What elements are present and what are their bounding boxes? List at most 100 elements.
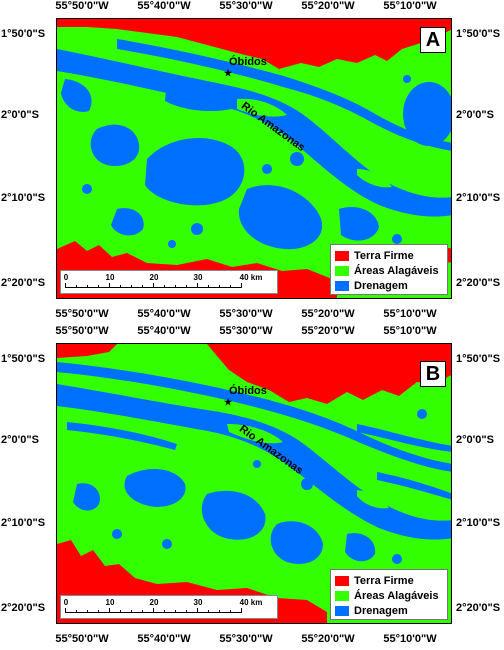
scale-tick (65, 608, 66, 613)
lon-label-top-5: 55°10'0"W (383, 325, 437, 337)
scale-label-0: 0 (63, 273, 69, 282)
legend-label: Áreas Alagáveis (354, 589, 439, 602)
lat-label-left-1: 1°50'0"S (1, 28, 46, 40)
scale-tick (131, 610, 132, 613)
scale-tick (76, 610, 77, 613)
legend-swatch (335, 250, 349, 261)
lat-label-left-2: 2°0'0"S (1, 109, 39, 121)
lon-label-bottom-1: 55°50'0"W (55, 308, 109, 320)
scale-tick (120, 285, 121, 288)
legend: Terra Firme Áreas Alagáveis Drenagem (330, 569, 448, 620)
scale-tick (120, 610, 121, 613)
map-panel-a: 55°50'0"W 55°40'0"W 55°30'0"W 55°20'0"W … (1, 0, 501, 320)
scale-tick (164, 285, 165, 288)
scale-tick (142, 610, 143, 613)
scale-tick (164, 610, 165, 613)
lon-label-top-4: 55°20'0"W (301, 0, 355, 12)
lon-label-top-1: 55°50'0"W (55, 0, 109, 12)
scale-tick (87, 610, 88, 613)
city-marker-icon: ★ (224, 397, 233, 407)
lat-label-left-2: 2°0'0"S (1, 434, 39, 446)
lat-label-left-3: 2°10'0"S (1, 517, 46, 529)
scale-tick (109, 283, 110, 288)
legend-item-areas-alagaveis: Áreas Alagáveis (335, 588, 443, 603)
legend-label: Drenagem (354, 604, 408, 617)
lon-label-bottom-1: 55°50'0"W (55, 633, 109, 645)
lon-label-bottom-4: 55°20'0"W (301, 633, 355, 645)
scale-label-20: 20 (149, 598, 159, 607)
lon-label-bottom-2: 55°40'0"W (137, 633, 191, 645)
legend-item-drenagem: Drenagem (335, 603, 443, 618)
scale-tick (241, 608, 242, 613)
map-panel-b: 55°50'0"W 55°40'0"W 55°30'0"W 55°20'0"W … (0, 325, 504, 650)
scale-tick (186, 610, 187, 613)
scale-label-10: 10 (105, 598, 115, 607)
scale-tick (175, 285, 176, 288)
scale-tick (142, 285, 143, 288)
scale-tick (98, 285, 99, 288)
scale-label-40: 40 km (239, 273, 263, 282)
scale-tick (87, 285, 88, 288)
lat-label-right-1: 1°50'0"S (456, 353, 501, 365)
legend-label: Terra Firme (354, 249, 414, 262)
scale-bar: 0 10 20 30 40 km (60, 595, 278, 619)
city-label-obidos: Óbidos (229, 56, 267, 68)
scale-tick (230, 285, 231, 288)
scale-tick (131, 285, 132, 288)
scale-label-30: 30 (193, 273, 203, 282)
legend-item-terra-firme: Terra Firme (335, 248, 443, 263)
scale-tick (208, 285, 209, 288)
legend-label: Drenagem (354, 279, 408, 292)
lat-label-right-2: 2°0'0"S (456, 434, 494, 446)
lat-label-left-4: 2°20'0"S (1, 602, 46, 614)
legend-swatch (335, 590, 349, 601)
lon-label-bottom-2: 55°40'0"W (137, 308, 191, 320)
lon-label-bottom-5: 55°10'0"W (383, 308, 437, 320)
lon-label-top-3: 55°30'0"W (219, 325, 273, 337)
lon-label-top-2: 55°40'0"W (137, 325, 191, 337)
scale-tick (219, 285, 220, 288)
lat-label-right-3: 2°10'0"S (456, 192, 501, 204)
scale-tick (153, 283, 154, 288)
lat-label-right-2: 2°0'0"S (456, 109, 494, 121)
legend-label: Áreas Alagáveis (354, 264, 439, 277)
legend-swatch (335, 265, 349, 276)
scale-tick (153, 608, 154, 613)
scale-label-0: 0 (63, 598, 69, 607)
city-label-obidos: Óbidos (229, 385, 267, 397)
lat-label-right-3: 2°10'0"S (456, 517, 501, 529)
scale-tick (76, 285, 77, 288)
city-marker-icon: ★ (224, 68, 233, 78)
scale-label-40: 40 km (239, 598, 263, 607)
lat-label-left-1: 1°50'0"S (1, 353, 46, 365)
scale-tick (109, 608, 110, 613)
panel-letter: B (420, 361, 446, 387)
lon-label-top-4: 55°20'0"W (301, 325, 355, 337)
scale-tick (219, 610, 220, 613)
scale-tick (241, 283, 242, 288)
lat-label-left-3: 2°10'0"S (1, 192, 46, 204)
legend: Terra Firme Áreas Alagáveis Drenagem (330, 244, 448, 295)
lat-label-right-4: 2°20'0"S (456, 602, 501, 614)
scale-tick (197, 283, 198, 288)
lon-label-bottom-4: 55°20'0"W (301, 308, 355, 320)
scale-tick (175, 610, 176, 613)
legend-item-terra-firme: Terra Firme (335, 573, 443, 588)
lon-label-bottom-5: 55°10'0"W (383, 633, 437, 645)
scale-label-10: 10 (105, 273, 115, 282)
lon-label-bottom-3: 55°30'0"W (219, 633, 273, 645)
legend-label: Terra Firme (354, 574, 414, 587)
scale-bar: 0 10 20 30 40 km (60, 270, 278, 294)
lon-label-bottom-3: 55°30'0"W (219, 308, 273, 320)
scale-tick (186, 285, 187, 288)
lon-label-top-5: 55°10'0"W (383, 0, 437, 12)
legend-item-areas-alagaveis: Áreas Alagáveis (335, 263, 443, 278)
scale-tick (230, 610, 231, 613)
lat-label-right-4: 2°20'0"S (456, 277, 501, 289)
lon-label-top-1: 55°50'0"W (55, 325, 109, 337)
scale-label-20: 20 (149, 273, 159, 282)
lon-label-top-2: 55°40'0"W (137, 0, 191, 12)
lat-label-right-1: 1°50'0"S (456, 28, 501, 40)
scale-tick (197, 608, 198, 613)
scale-tick (98, 610, 99, 613)
